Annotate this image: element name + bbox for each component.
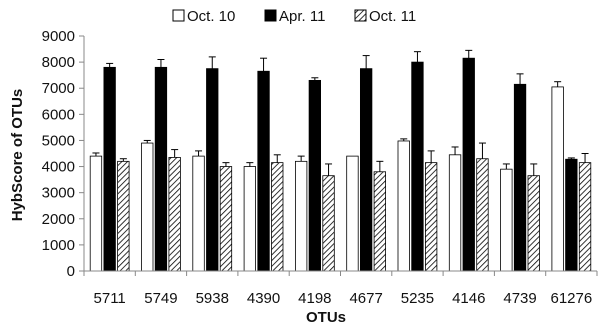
- y-axis: 0 1000 2000 3000 4000 5000 6000 7000 8000 9000: [42, 28, 85, 280]
- bar-apr-11-4739: [513, 83, 527, 272]
- bar-apr-11-61276: [565, 158, 578, 272]
- bars: [89, 49, 592, 272]
- bar-oct-11-4739: [527, 175, 540, 272]
- y-tick-label: 1000: [42, 237, 75, 254]
- x-axis-title: OTUs: [306, 309, 346, 326]
- bar-oct-10-4146: [448, 154, 462, 272]
- y-tick-label: 5000: [42, 132, 75, 149]
- bar-apr-11-5749: [154, 66, 168, 272]
- bar-apr-11-4146: [462, 57, 475, 272]
- bar-oct-10-5938: [192, 155, 205, 272]
- x-tick-label: 4677: [349, 290, 382, 307]
- legend-label-oct-10: Oct. 10: [187, 8, 235, 25]
- bar-apr-11-5235: [411, 61, 424, 272]
- x-tick-label: 5711: [94, 290, 126, 307]
- x-tick-label: 4739: [503, 290, 536, 307]
- bar-oct-11-5235: [424, 162, 438, 272]
- bar-apr-11-5938: [206, 68, 219, 272]
- bar-oct-10-61276: [551, 86, 564, 272]
- legend-label-apr-11: Apr. 11: [279, 8, 325, 25]
- bar-oct-11-5749: [168, 157, 181, 272]
- legend-swatch-apr-11: [264, 9, 277, 22]
- x-tick-label: 61276: [550, 290, 592, 307]
- y-tick-label: 8000: [42, 54, 75, 71]
- bar-oct-11-5938: [219, 166, 233, 272]
- bar-oct-10-5711: [89, 155, 103, 272]
- x-tick-label: 4146: [452, 290, 485, 307]
- y-tick-label: 7000: [42, 80, 75, 97]
- bar-oct-11-4198: [322, 175, 335, 272]
- x-axis: 5711 5749 5938 4390 4198 4677 5235 4146 4739 6127…: [83, 270, 598, 307]
- y-tick-label: 3000: [42, 185, 75, 202]
- bar-oct-11-61276: [578, 162, 592, 272]
- y-tick-label: 2000: [42, 211, 75, 228]
- legend-swatch-oct-11: [354, 9, 367, 22]
- x-tick-label: 5938: [196, 290, 229, 307]
- bar-apr-11-4198: [308, 79, 322, 272]
- y-tick-label: 4000: [42, 159, 75, 176]
- bar-apr-11-5711: [103, 66, 116, 272]
- bar-oct-11-4677: [373, 171, 387, 272]
- legend: Oct. 10 Apr. 11 Oct. 11: [172, 8, 416, 25]
- x-tick-label: 5749: [144, 290, 177, 307]
- bar-oct-10-4739: [500, 168, 513, 272]
- y-tick-label: 9000: [42, 28, 75, 45]
- bar-oct-11-4146: [476, 158, 489, 272]
- bar-oct-10-4390: [243, 166, 257, 272]
- bar-oct-10-5235: [397, 140, 410, 272]
- y-tick-label: 0: [67, 263, 75, 280]
- y-axis-title: HybScore of OTUs: [9, 89, 26, 222]
- bar-oct-10-5749: [141, 142, 154, 272]
- bar-oct-10-4198: [294, 160, 308, 272]
- bar-oct-11-5711: [117, 160, 130, 272]
- bar-apr-11-4677: [359, 68, 373, 272]
- legend-swatch-oct-10: [172, 9, 185, 22]
- y-tick-label: 6000: [42, 106, 75, 123]
- x-tick-label: 4390: [247, 290, 280, 307]
- legend-label-oct-11: Oct. 11: [369, 8, 416, 25]
- bar-apr-11-4390: [257, 70, 270, 272]
- bar-oct-11-4390: [271, 162, 284, 272]
- x-tick-label: 5235: [401, 290, 434, 307]
- bar-oct-10-4677: [346, 155, 359, 272]
- x-tick-label: 4198: [298, 290, 331, 307]
